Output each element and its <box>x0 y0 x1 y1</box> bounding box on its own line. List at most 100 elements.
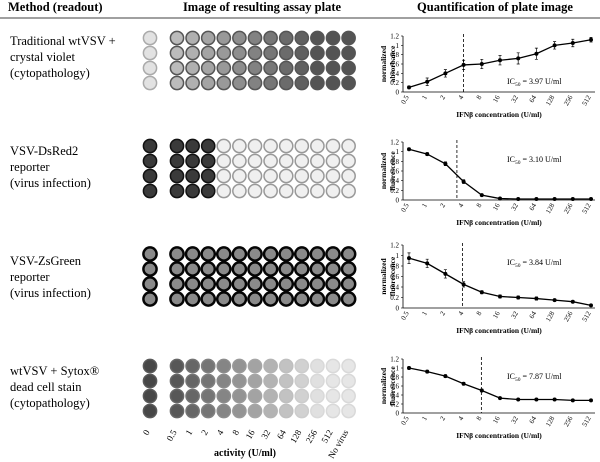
ic50-label: = 3.10 U/ml <box>523 155 563 164</box>
method-text: (virus infection) <box>10 286 91 300</box>
well <box>142 276 158 292</box>
well <box>294 153 310 169</box>
well <box>215 291 232 307</box>
well <box>232 75 247 91</box>
well <box>142 403 158 419</box>
x-tick-label: 4 <box>457 202 466 209</box>
well <box>169 153 185 169</box>
y-tick-label: 0.8 <box>390 158 399 166</box>
y-axis-title: normalized <box>379 367 388 404</box>
well <box>325 291 341 307</box>
well <box>341 388 356 404</box>
well <box>263 168 278 184</box>
x-tick-label: 16 <box>491 415 502 425</box>
x-tick-label: 256 <box>562 94 574 108</box>
well <box>262 276 279 292</box>
x-axis-title: IFNβ concentration (U/ml) <box>456 431 542 440</box>
y-axis-title: normalized <box>379 152 388 189</box>
ic50-annotation: IC50 = 3.97 U/ml <box>507 77 562 88</box>
well <box>216 403 232 419</box>
well <box>278 153 294 169</box>
data-point <box>425 152 430 157</box>
well <box>169 183 185 199</box>
x-tick-label: 256 <box>562 310 574 324</box>
well <box>341 358 356 374</box>
well <box>263 183 278 199</box>
well <box>142 30 158 46</box>
well <box>294 373 310 389</box>
data-point <box>425 369 430 374</box>
y-tick-label: 0 <box>396 197 400 205</box>
ic50-annotation: IC50 = 7.87 U/ml <box>507 372 562 383</box>
x-tick-label: 4 <box>457 94 466 101</box>
well <box>200 246 217 262</box>
well <box>200 60 216 76</box>
well <box>325 261 341 277</box>
plate-axis-label: 16 <box>244 428 257 441</box>
well <box>309 291 326 307</box>
well <box>185 75 200 91</box>
well <box>278 276 295 292</box>
well <box>200 45 216 61</box>
well <box>278 30 294 46</box>
well <box>278 246 295 262</box>
method-text: Traditional wtVSV + <box>10 34 116 48</box>
well <box>294 183 310 199</box>
well <box>185 403 200 419</box>
data-point <box>589 197 593 202</box>
x-tick-label: 256 <box>562 415 574 429</box>
x-tick-label: 16 <box>491 310 502 320</box>
well <box>216 358 232 374</box>
well <box>169 261 185 277</box>
well <box>185 183 200 199</box>
data-point <box>516 295 521 300</box>
well <box>169 45 185 61</box>
data-point <box>570 299 575 304</box>
y-tick-label: 0.4 <box>390 177 399 185</box>
well <box>185 60 200 76</box>
y-tick-label: 0.4 <box>390 392 399 400</box>
well <box>310 403 325 419</box>
well <box>325 403 341 419</box>
well <box>294 60 310 76</box>
well <box>169 276 185 292</box>
well <box>200 358 216 374</box>
well <box>278 183 294 199</box>
well <box>278 358 294 374</box>
data-point <box>516 197 521 202</box>
well <box>169 60 185 76</box>
y-tick-label: 0.2 <box>390 294 399 302</box>
well <box>263 60 278 76</box>
plate-axis-label: 2 <box>199 428 210 437</box>
x-tick-label: 128 <box>544 310 556 324</box>
well <box>340 276 357 292</box>
method-text: (virus infection) <box>10 176 91 190</box>
data-point <box>552 43 557 48</box>
well <box>232 138 247 154</box>
well <box>216 138 232 154</box>
x-tick-label: 16 <box>491 202 502 212</box>
well <box>293 291 310 307</box>
well <box>216 75 232 91</box>
well <box>142 261 158 277</box>
well <box>247 183 263 199</box>
well <box>263 138 278 154</box>
y-axis-title: fluorescence <box>388 256 397 296</box>
data-point <box>407 256 411 261</box>
data-point <box>498 196 502 201</box>
data-point <box>425 261 430 266</box>
well <box>247 291 263 307</box>
x-tick-label: 128 <box>544 415 556 429</box>
well <box>216 388 232 404</box>
well <box>185 373 200 389</box>
y-tick-label: 0.2 <box>390 187 399 195</box>
well <box>142 60 158 76</box>
well <box>263 153 278 169</box>
x-tick-label: 128 <box>544 94 556 108</box>
well <box>247 403 263 419</box>
well <box>200 183 216 199</box>
well <box>294 388 310 404</box>
well <box>247 373 263 389</box>
x-tick-label: 8 <box>475 310 484 317</box>
y-tick-label: 0.2 <box>390 401 399 409</box>
